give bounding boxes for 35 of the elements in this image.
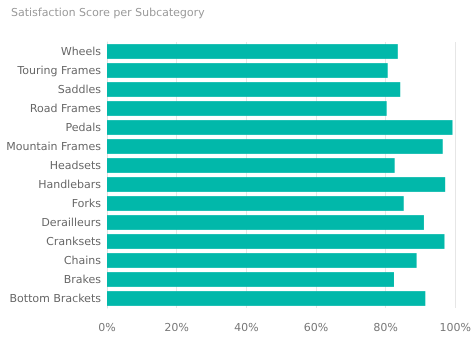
x-tick-label: 20% xyxy=(164,321,189,334)
y-tick-label: Wheels xyxy=(60,45,102,58)
y-tick-label: Touring Frames xyxy=(16,64,102,77)
y-tick-label: Chains xyxy=(64,254,102,267)
bar xyxy=(107,63,388,78)
y-tick-label: Handlebars xyxy=(38,178,102,191)
y-tick-label: Cranksets xyxy=(46,235,102,248)
bar xyxy=(107,196,404,211)
x-tick-label: 60% xyxy=(304,321,328,334)
bar xyxy=(107,253,417,268)
bar xyxy=(107,215,424,230)
y-tick-label: Brakes xyxy=(64,273,102,286)
bar xyxy=(107,177,446,192)
x-tick-label: 0% xyxy=(98,321,116,334)
y-tick-label: Road Frames xyxy=(30,102,102,115)
y-tick-label: Mountain Frames xyxy=(6,140,102,153)
y-tick-label: Pedals xyxy=(65,121,102,134)
x-tick-label: 40% xyxy=(234,321,259,334)
y-tick-label: Forks xyxy=(72,197,102,210)
bar xyxy=(107,44,398,59)
bar xyxy=(107,234,444,249)
y-tick-label: Derailleurs xyxy=(41,216,102,229)
bar xyxy=(107,120,452,135)
x-tick-label: 100% xyxy=(440,321,472,334)
y-tick-label: Headsets xyxy=(50,159,102,172)
bar xyxy=(107,272,394,287)
x-tick-label: 80% xyxy=(373,321,398,334)
bar xyxy=(107,139,443,154)
y-tick-label: Bottom Brackets xyxy=(10,292,102,305)
chart-title: Satisfaction Score per Subcategory xyxy=(11,6,206,19)
bar xyxy=(107,158,395,173)
bar xyxy=(107,101,387,116)
bar xyxy=(107,82,400,97)
bar xyxy=(107,291,426,306)
y-tick-label: Saddles xyxy=(58,83,102,96)
